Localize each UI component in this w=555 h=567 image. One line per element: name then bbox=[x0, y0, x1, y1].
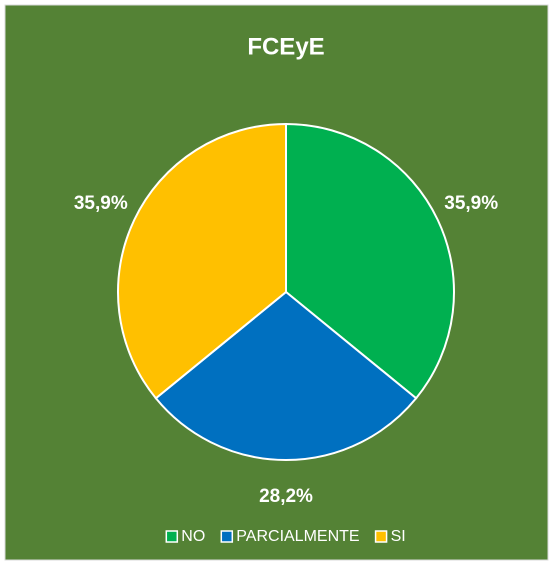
data-label: 28,2% bbox=[259, 486, 313, 507]
legend-label: NO bbox=[181, 528, 205, 545]
pie-slice bbox=[154, 290, 418, 462]
data-label: 35,9% bbox=[444, 193, 498, 214]
legend-label: PARCIALMENTE bbox=[236, 528, 359, 545]
legend-swatch bbox=[374, 530, 388, 543]
pie-slice bbox=[117, 122, 287, 400]
pie-slice bbox=[285, 122, 455, 400]
legend-label: SI bbox=[391, 528, 406, 545]
legend-swatch bbox=[220, 530, 234, 543]
legend: NO PARCIALMENTE SI bbox=[165, 528, 406, 545]
legend-swatch bbox=[165, 530, 179, 543]
data-label: 35,9% bbox=[74, 193, 128, 214]
chart-title: FCEyE bbox=[247, 33, 324, 60]
